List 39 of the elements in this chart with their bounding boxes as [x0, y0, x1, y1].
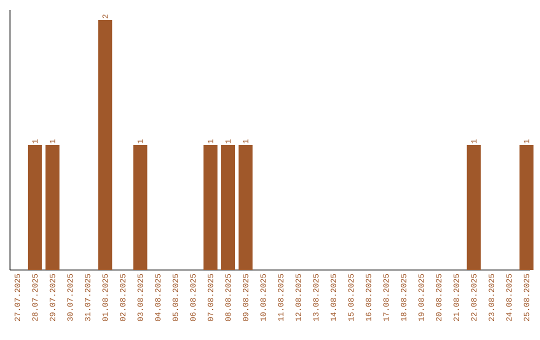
data-label: 1 [242, 139, 248, 144]
x-tick-label: 20.08.2025 [436, 274, 442, 321]
x-tick-label: 19.08.2025 [418, 274, 424, 321]
x-tick-label: 31.07.2025 [84, 274, 90, 322]
x-tick-label: 24.08.2025 [506, 274, 512, 321]
x-tick-label: 29.07.2025 [50, 274, 56, 321]
x-tick-label: 11.08.2025 [278, 274, 284, 321]
x-tick-label: 03.08.2025 [138, 274, 143, 322]
x-tick-label: 08.08.2025 [225, 274, 231, 322]
data-label: 2 [102, 14, 108, 18]
x-tick-label: 14.08.2025 [330, 274, 336, 321]
data-label: 1 [471, 139, 476, 144]
x-tick-label: 16.08.2025 [366, 274, 372, 321]
x-tick-label: 17.08.2025 [383, 274, 389, 321]
data-label: 1 [225, 139, 231, 144]
x-tick-label: 10.08.2025 [260, 274, 266, 321]
x-tick-label: 07.08.2025 [208, 274, 214, 322]
x-tick-label: 06.08.2025 [190, 274, 196, 322]
x-tick-label: 15.08.2025 [348, 274, 354, 321]
x-tick-label: 04.08.2025 [155, 274, 161, 322]
data-label: 1 [208, 139, 214, 144]
x-tick-label: 05.08.2025 [172, 274, 178, 322]
x-tick-label: 09.08.2025 [242, 274, 248, 322]
data-label: 1 [32, 139, 38, 144]
x-tick-label: 30.07.2025 [67, 274, 73, 322]
x-tick-label: 02.08.2025 [120, 274, 126, 322]
x-tick-label: 28.07.2025 [32, 274, 38, 321]
x-tick-label: 25.08.2025 [524, 274, 530, 321]
x-tick-label: 13.08.2025 [313, 274, 319, 321]
x-tick-label: 23.08.2025 [488, 274, 494, 321]
x-tick-label: 18.08.2025 [400, 274, 406, 321]
data-label: 1 [524, 139, 530, 144]
x-tick-label: 21.08.2025 [454, 274, 459, 321]
x-tick-label: 27.07.2025 [14, 274, 20, 321]
x-tick-label: 12.08.2025 [296, 274, 301, 321]
data-label: 1 [50, 139, 56, 144]
x-tick-label: 22.08.2025 [471, 274, 477, 321]
x-tick-label: 01.08.2025 [102, 274, 108, 322]
data-label: 1 [138, 139, 143, 144]
